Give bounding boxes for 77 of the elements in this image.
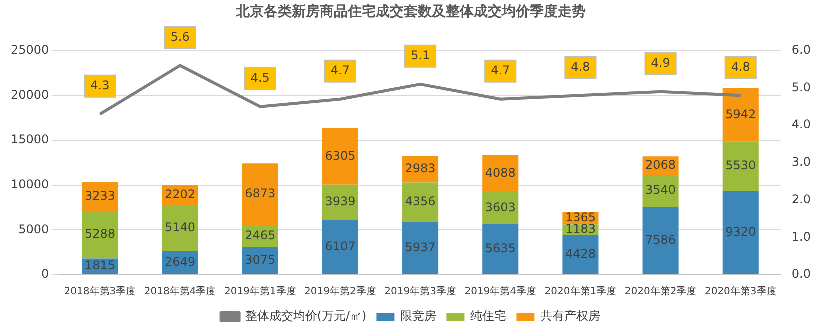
- bar: [322, 128, 358, 185]
- data-label: 4.3: [90, 78, 110, 92]
- data-label: 9320: [726, 225, 756, 240]
- data-label: 6107: [325, 239, 356, 254]
- data-label: 1183: [565, 222, 596, 236]
- data-label: 4428: [565, 247, 596, 262]
- x-tick-label: 2018年第4季度: [144, 286, 216, 298]
- bar: [82, 211, 118, 259]
- x-tick-label: 2019年第3季度: [384, 286, 456, 298]
- y-tick-label: 0: [42, 267, 50, 282]
- y2-tick-label: 1.0: [792, 230, 812, 244]
- data-label: 2068: [646, 158, 676, 172]
- data-label: 1815: [84, 258, 116, 273]
- data-label: 4.7: [491, 64, 510, 78]
- bar: [402, 182, 439, 222]
- y2-tick-label: 3.0: [792, 155, 812, 170]
- data-label: 5635: [485, 242, 516, 256]
- y2-tick-label: 5.0: [792, 80, 812, 94]
- data-label: 3540: [646, 183, 676, 198]
- y-tick-label: 15000: [10, 132, 50, 147]
- bar: [722, 191, 759, 274]
- data-label: 3939: [325, 194, 356, 209]
- legend-label: 限竞房: [400, 309, 437, 324]
- y-tick-label: 25000: [10, 42, 50, 57]
- data-label: 3233: [84, 188, 116, 203]
- y-tick-label: 10000: [10, 177, 50, 192]
- y2-tick-label: 4.0: [792, 118, 812, 132]
- data-label: 5942: [726, 107, 756, 122]
- data-label: 4.7: [330, 64, 350, 78]
- data-label: 4.5: [250, 70, 270, 85]
- legend-label: 共有产权房: [540, 309, 601, 324]
- data-label: 2465: [245, 228, 276, 242]
- data-label: 5140: [165, 220, 196, 234]
- bar: [722, 88, 759, 142]
- bar: [402, 222, 439, 274]
- y2-tick-label: 6.0: [792, 42, 812, 57]
- data-label: 4.8: [571, 60, 590, 74]
- x-tick-label: 2020年第2季度: [624, 286, 697, 298]
- y2-tick-label: 2.0: [792, 192, 812, 206]
- bar: [642, 175, 679, 207]
- x-tick-label: 2019年第1季度: [224, 286, 296, 298]
- bar: [642, 206, 679, 274]
- x-tick-label: 2019年第4季度: [464, 286, 537, 298]
- data-label: 4.9: [651, 56, 670, 70]
- data-label: 6305: [325, 148, 356, 163]
- x-tick-label: 2018年第3季度: [64, 286, 136, 298]
- data-label: 5.1: [411, 48, 430, 63]
- data-label: 5.6: [170, 30, 190, 44]
- data-label: 3603: [485, 200, 516, 214]
- legend-label: 纯住宅: [470, 309, 507, 324]
- data-label: 6873: [245, 186, 276, 201]
- data-label: 1365: [565, 210, 596, 225]
- bar: [562, 235, 599, 274]
- data-label: 2649: [165, 254, 196, 269]
- data-label: 4356: [405, 194, 436, 208]
- bar: [162, 205, 198, 252]
- bar: [722, 142, 759, 192]
- y2-tick-label: 0.0: [792, 267, 812, 282]
- bar: [242, 164, 278, 226]
- y-tick-label: 20000: [10, 88, 50, 102]
- x-tick-label: 2020年第3季度: [704, 286, 777, 298]
- data-label: 5288: [84, 227, 116, 242]
- data-label: 2983: [405, 161, 436, 176]
- y-tick-label: 5000: [18, 222, 50, 236]
- bar: [322, 220, 358, 274]
- x-tick-label: 2019年第2季度: [304, 286, 376, 298]
- bar: [482, 224, 519, 274]
- x-tick-label: 2020年第1季度: [544, 286, 617, 298]
- data-label: 5530: [726, 158, 756, 173]
- data-label: 5937: [405, 240, 436, 254]
- data-label: 4.8: [731, 60, 750, 74]
- data-label: 2202: [165, 187, 196, 202]
- data-label: 3075: [245, 253, 276, 268]
- data-label: 4088: [485, 166, 516, 180]
- data-label: 7586: [646, 232, 676, 247]
- legend-label: 整体成交均价(万元/㎡): [245, 309, 367, 324]
- chart-title: 北京各类新房商品住宅成交套数及整体成交均价季度走势: [235, 3, 586, 20]
